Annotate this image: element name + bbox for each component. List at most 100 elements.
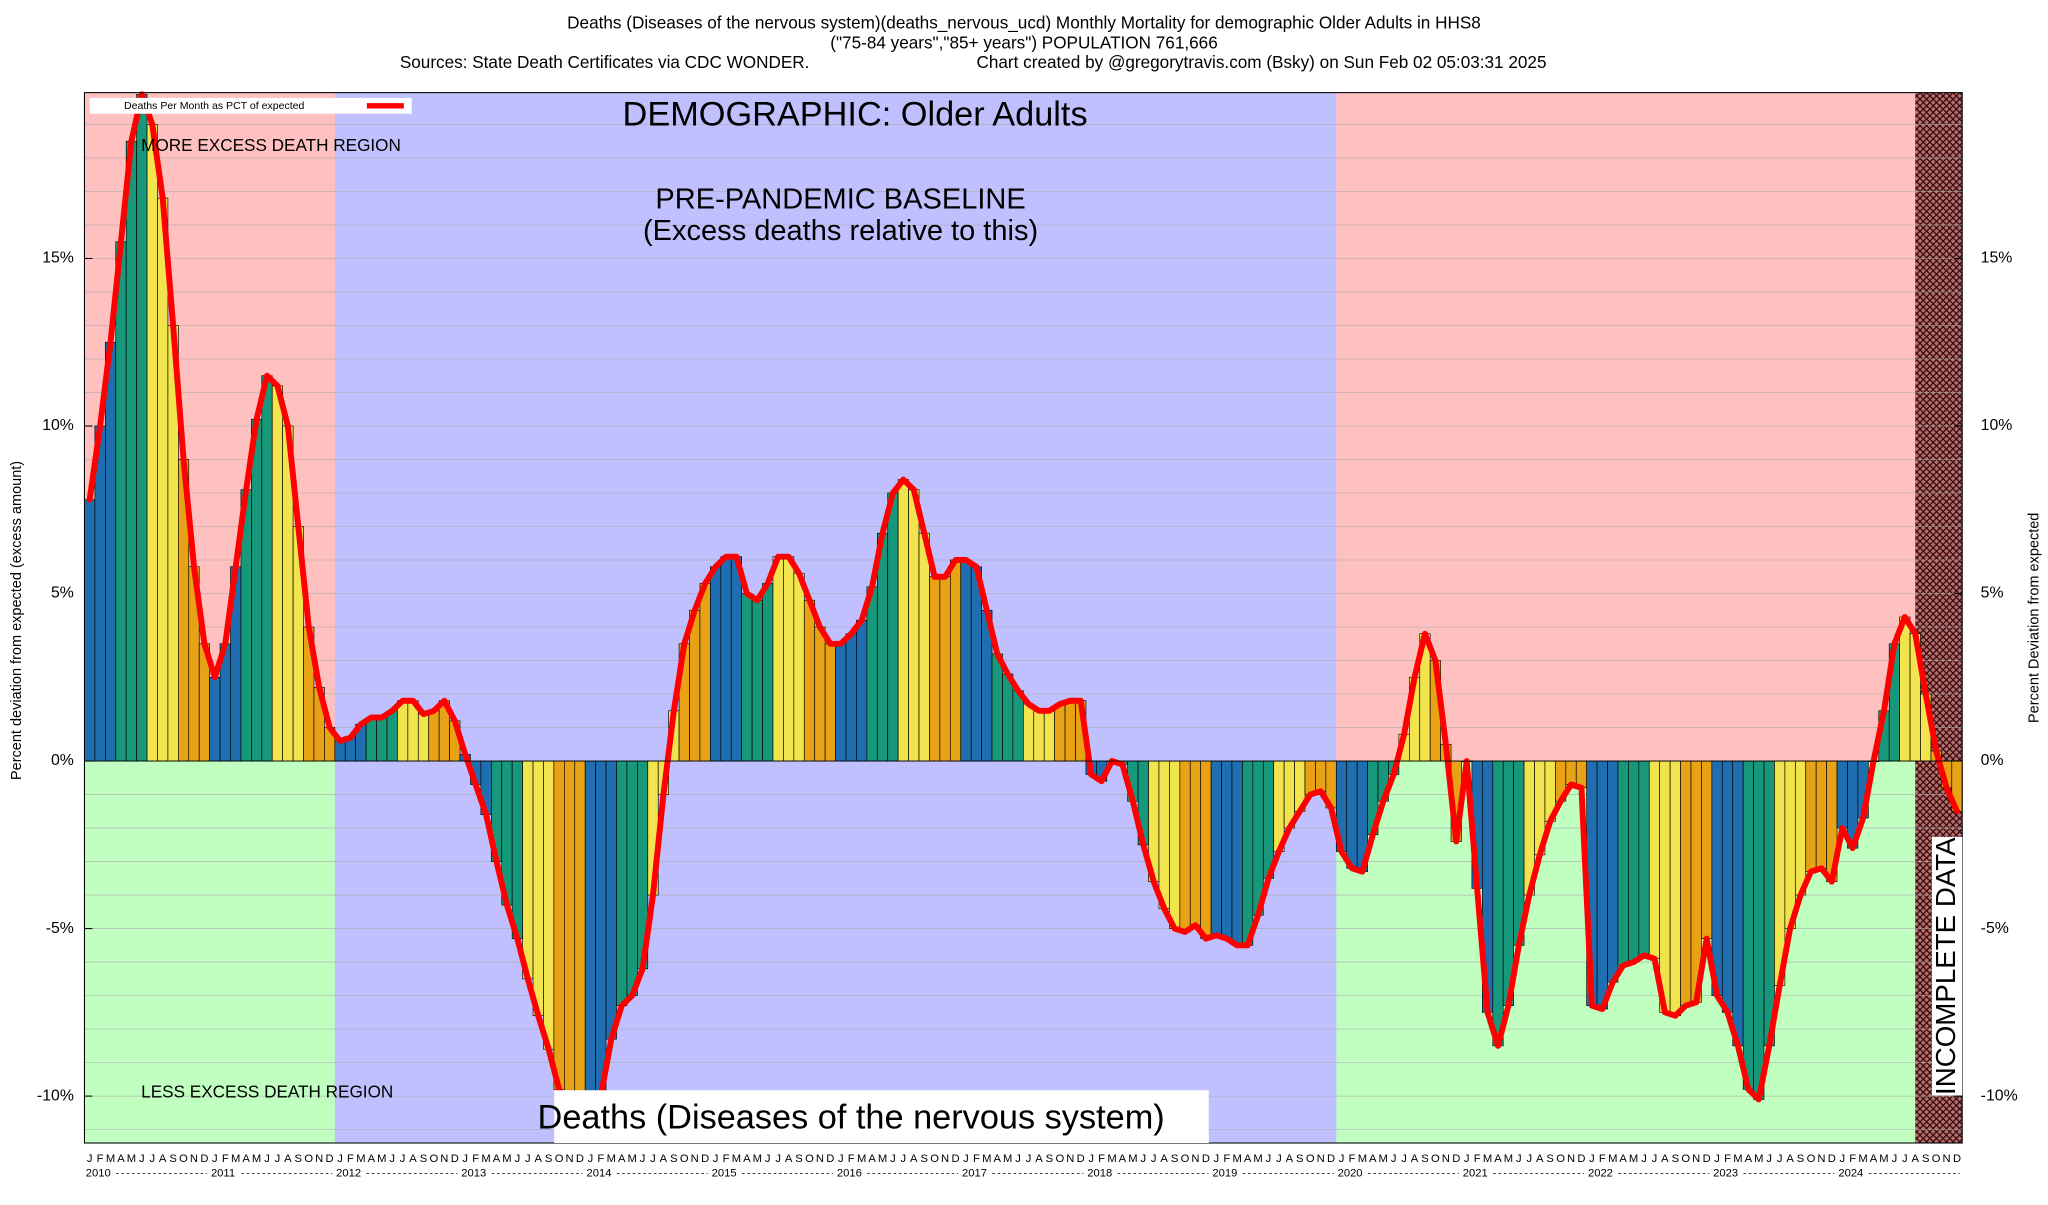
x-tick-label: O xyxy=(1556,1153,1565,1165)
bar xyxy=(365,717,377,762)
x-tick-label: A xyxy=(1786,1153,1794,1165)
x-tick-label: D xyxy=(1577,1153,1585,1165)
baseline-region xyxy=(334,92,1337,1144)
x-tick-label: N xyxy=(1191,1153,1199,1165)
bar xyxy=(1315,760,1327,792)
x-tick-label: S xyxy=(920,1153,927,1165)
x-tick-label: J xyxy=(1391,1153,1397,1165)
x-tick-label: A xyxy=(743,1153,751,1165)
x-tick-label: F xyxy=(1474,1153,1481,1165)
x-tick-label: D xyxy=(1703,1153,1711,1165)
year-label: 2020 xyxy=(1338,1167,1363,1179)
x-tick-label: J xyxy=(1015,1153,1021,1165)
bar xyxy=(793,573,805,762)
y-tick-label: 5% xyxy=(51,585,74,602)
x-tick-label: J xyxy=(890,1153,896,1165)
x-tick-label: D xyxy=(826,1153,834,1165)
x-tick-label: N xyxy=(1317,1153,1325,1165)
x-tick-label: A xyxy=(1244,1153,1252,1165)
x-tick-label: J xyxy=(389,1153,395,1165)
y-tick-label: -10% xyxy=(37,1087,74,1104)
x-tick-label: J xyxy=(87,1153,93,1165)
bar xyxy=(522,760,534,980)
x-tick-label: M xyxy=(1754,1153,1763,1165)
bar xyxy=(157,197,169,762)
x-tick-label: N xyxy=(1442,1153,1450,1165)
x-tick-label: M xyxy=(1253,1153,1262,1165)
bar xyxy=(584,760,596,1104)
year-label: 2022 xyxy=(1588,1167,1613,1179)
x-tick-label: D xyxy=(576,1153,584,1165)
x-tick-label: A xyxy=(117,1153,125,1165)
credit: Chart created by @gregorytravis.com (Bsk… xyxy=(976,52,1546,72)
bar xyxy=(125,140,137,762)
x-tick-label: O xyxy=(1306,1153,1315,1165)
x-tick-label: S xyxy=(1421,1153,1428,1165)
x-tick-label: A xyxy=(910,1153,918,1165)
bar xyxy=(532,760,544,1017)
incomplete-label: INCOMPLETE DATA xyxy=(1930,837,1961,1095)
x-tick-label: D xyxy=(1828,1153,1836,1165)
x-tick-label: F xyxy=(1849,1153,1856,1165)
year-label: 2014 xyxy=(587,1167,612,1179)
bar xyxy=(1899,616,1911,762)
x-tick-label: O xyxy=(1681,1153,1690,1165)
bar xyxy=(720,556,732,762)
y-tick-label: 15% xyxy=(42,250,74,267)
x-tick-label: S xyxy=(545,1153,552,1165)
bar xyxy=(1742,760,1754,1090)
bar xyxy=(1210,760,1222,936)
bar xyxy=(918,532,930,762)
x-tick-label: O xyxy=(930,1153,939,1165)
legend-label: Deaths Per Month as PCT of expected xyxy=(124,100,305,112)
x-tick-label: M xyxy=(1879,1153,1888,1165)
x-tick-label: A xyxy=(242,1153,250,1165)
less-region-label: LESS EXCESS DEATH REGION xyxy=(141,1081,393,1101)
x-tick-label: S xyxy=(1296,1153,1303,1165)
x-tick-label: M xyxy=(252,1153,261,1165)
bar xyxy=(689,609,701,762)
x-tick-label: S xyxy=(1171,1153,1178,1165)
x-tick-label: N xyxy=(691,1153,699,1165)
x-tick-label: F xyxy=(848,1153,855,1165)
x-tick-label: A xyxy=(368,1153,376,1165)
x-tick-label: O xyxy=(805,1153,814,1165)
bar xyxy=(1836,760,1848,829)
bar xyxy=(1565,760,1577,785)
y-tick-label: 0% xyxy=(51,752,74,769)
x-tick-label: O xyxy=(179,1153,188,1165)
bar xyxy=(741,593,753,762)
bar xyxy=(908,489,920,762)
bar xyxy=(1304,760,1316,795)
x-tick-label: J xyxy=(400,1153,406,1165)
x-tick-label: F xyxy=(597,1153,604,1165)
bar xyxy=(1231,760,1243,946)
x-tick-label: M xyxy=(1858,1153,1867,1165)
x-tick-label: F xyxy=(472,1153,479,1165)
year-label: 2016 xyxy=(837,1167,862,1179)
x-tick-label: J xyxy=(1088,1153,1094,1165)
x-tick-label: J xyxy=(1401,1153,1407,1165)
x-tick-label: J xyxy=(838,1153,844,1165)
bar xyxy=(1794,760,1807,896)
bar xyxy=(1596,760,1608,1010)
cause-label: Deaths (Diseases of the nervous system) xyxy=(538,1098,1165,1136)
bar xyxy=(970,566,982,762)
bar xyxy=(751,599,763,762)
bar xyxy=(84,499,96,762)
x-tick-label: O xyxy=(304,1153,313,1165)
x-tick-label: J xyxy=(1151,1153,1157,1165)
x-tick-label: J xyxy=(525,1153,531,1165)
bar xyxy=(115,241,127,762)
bar xyxy=(1012,690,1024,762)
x-tick-label: O xyxy=(1807,1153,1816,1165)
x-tick-label: O xyxy=(1181,1153,1190,1165)
bar xyxy=(543,760,555,1050)
x-tick-label: M xyxy=(1003,1153,1012,1165)
x-tick-label: J xyxy=(1526,1153,1532,1165)
bar xyxy=(710,566,722,762)
bar xyxy=(803,599,816,762)
x-tick-label: M xyxy=(1504,1153,1513,1165)
x-tick-label: S xyxy=(295,1153,302,1165)
bar xyxy=(94,425,106,762)
